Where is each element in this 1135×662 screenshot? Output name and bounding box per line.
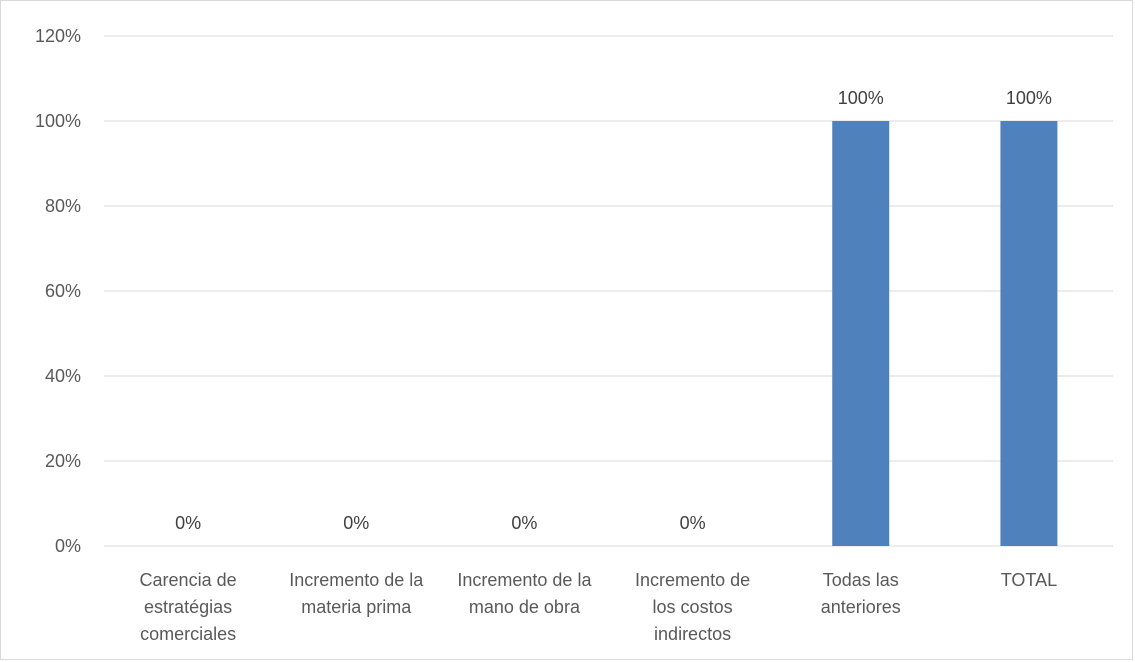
category-label: los costos: [653, 597, 733, 617]
category-label: anteriores: [821, 597, 901, 617]
x-axis-categories: Carencia de estratégias comerciales Increme…: [140, 570, 1058, 644]
category-label: Carencia de: [140, 570, 237, 590]
bar: [832, 121, 890, 546]
category-label: estratégias: [144, 597, 232, 617]
data-label: 100%: [838, 88, 884, 108]
data-label: 0%: [175, 513, 201, 533]
bar: [1000, 121, 1058, 546]
data-labels: 0% 0% 0% 0% 100% 100%: [175, 88, 1052, 533]
y-tick-label: 60%: [45, 281, 81, 301]
category-label: materia prima: [301, 597, 412, 617]
category-label: mano de obra: [469, 597, 581, 617]
category-label: Incremento de la: [457, 570, 592, 590]
y-tick-label: 20%: [45, 451, 81, 471]
y-tick-label: 0%: [55, 536, 81, 556]
category-label: Incremento de la: [289, 570, 424, 590]
category-label: Incremento de: [635, 570, 750, 590]
category-label: Todas las: [823, 570, 899, 590]
y-tick-label: 40%: [45, 366, 81, 386]
y-axis-ticks: 0% 20% 40% 60% 80% 100% 120%: [35, 26, 81, 556]
gridlines: [104, 35, 1113, 547]
y-tick-label: 80%: [45, 196, 81, 216]
bars: [832, 121, 1058, 546]
y-tick-label: 120%: [35, 26, 81, 46]
data-label: 100%: [1006, 88, 1052, 108]
category-label: TOTAL: [1001, 570, 1057, 590]
category-label: indirectos: [654, 624, 731, 644]
data-label: 0%: [343, 513, 369, 533]
y-tick-label: 100%: [35, 111, 81, 131]
category-label: comerciales: [140, 624, 236, 644]
data-label: 0%: [680, 513, 706, 533]
data-label: 0%: [511, 513, 537, 533]
